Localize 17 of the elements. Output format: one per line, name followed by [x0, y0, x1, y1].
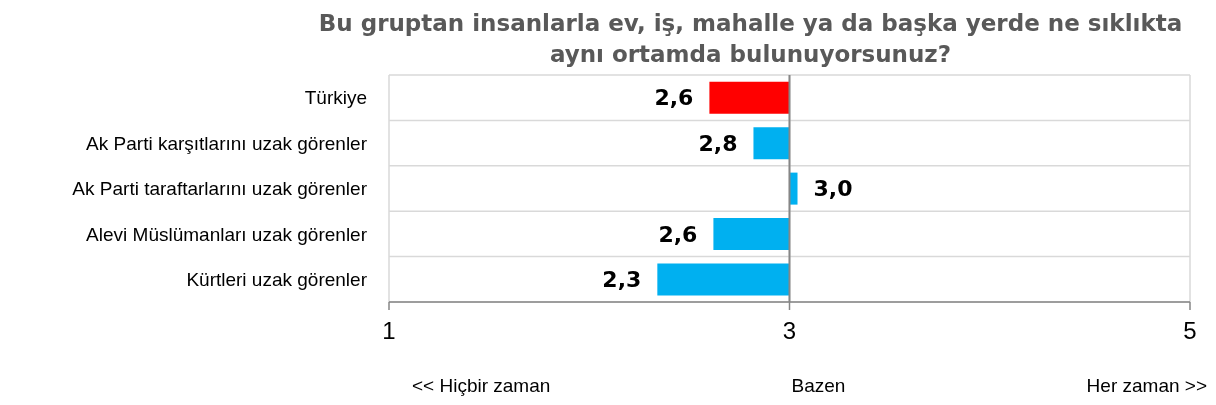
text: << Hiçbir zaman — [412, 375, 551, 397]
y-tick-label: Türkiye — [304, 87, 367, 109]
x-tick-label: 5 — [1183, 317, 1197, 345]
text: Her zaman >> — [1086, 375, 1207, 397]
text: Bazen — [791, 375, 846, 397]
y-tick-label: Ak Parti karşıtlarını uzak görenler — [86, 132, 368, 154]
x-tick-label: 3 — [782, 317, 797, 345]
y-tick-label: Kürtleri uzak görenler — [186, 269, 368, 291]
chart-title: Bu gruptan insanlarla ev, iş, mahalle ya da başka yerde ne sıklıkta aynı ortamda bulunuyorsunuz? — [317, 9, 1184, 69]
data-label: 2,3 — [602, 266, 642, 292]
data-label: 3,0 — [813, 176, 853, 202]
data-label: 2,6 — [654, 85, 694, 111]
y-tick-label: Ak Parti taraftarlarını uzak görenler — [72, 178, 368, 200]
y-tick-label: Alevi Müslümanları uzak görenler — [86, 223, 368, 245]
data-label: 2,8 — [698, 130, 738, 156]
data-label: 2,6 — [658, 221, 698, 247]
x-tick-label: 1 — [382, 317, 396, 345]
